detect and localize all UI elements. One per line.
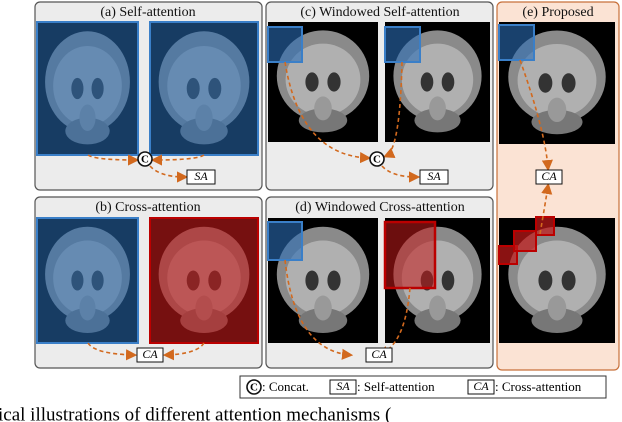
op-box	[186, 169, 216, 185]
op-label: CA	[541, 169, 557, 183]
window	[535, 216, 555, 236]
op-label: SA	[194, 169, 208, 183]
legend-symbol: SA	[336, 379, 350, 393]
panel-title: (c) Windowed Self-attention	[300, 5, 459, 20]
arrow	[383, 61, 403, 158]
arrow	[519, 59, 553, 172]
arrow	[87, 342, 138, 361]
op-box	[329, 379, 357, 395]
arrow	[149, 165, 189, 183]
op-label: SA	[427, 169, 441, 183]
window	[36, 21, 139, 156]
op-box	[535, 169, 563, 185]
window	[267, 26, 303, 63]
legend-symbol: CA	[473, 379, 489, 393]
window	[513, 230, 537, 252]
window	[498, 245, 518, 265]
window	[36, 217, 139, 344]
panel-title: (e) Proposed	[522, 5, 593, 20]
panel-title: (d) Windowed Cross-attention	[295, 200, 464, 215]
legend-label: : Self-attention	[357, 379, 435, 394]
arrow	[87, 154, 140, 166]
arrow	[381, 165, 421, 183]
op-label: C	[373, 154, 381, 166]
op-label: CA	[142, 347, 158, 361]
legend-label: : Concat.	[262, 379, 309, 394]
concat-symbol	[246, 379, 262, 395]
window	[267, 221, 303, 261]
panel-title: (b) Cross-attention	[95, 200, 200, 215]
concat-symbol	[137, 151, 153, 167]
op-label: C	[141, 154, 149, 166]
window	[149, 217, 259, 344]
legend-symbol: C	[250, 382, 258, 394]
arrow	[539, 182, 553, 235]
op-box	[136, 347, 164, 363]
op-box	[467, 379, 495, 395]
window	[383, 220, 437, 290]
concat-symbol	[369, 151, 385, 167]
arrow	[162, 342, 205, 361]
caption: ical illustrations of different attentio…	[0, 404, 391, 422]
window	[498, 24, 535, 61]
legend-label: : Cross-attention	[495, 379, 582, 394]
panel-title: (a) Self-attention	[100, 5, 195, 20]
op-box	[365, 347, 393, 363]
window	[149, 21, 259, 156]
arrow	[284, 259, 354, 360]
window	[384, 26, 421, 63]
op-label: CA	[371, 347, 387, 361]
arrow	[150, 154, 205, 166]
op-box	[419, 169, 449, 185]
